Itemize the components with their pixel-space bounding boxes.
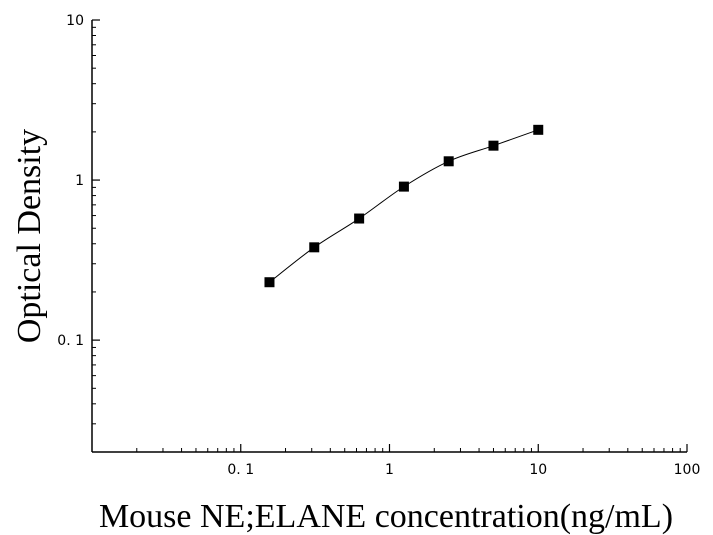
x-tick-label: 1 — [385, 462, 394, 478]
y-tick-label: 10 — [66, 13, 84, 29]
x-tick-label: 0. 1 — [227, 462, 254, 478]
data-point — [354, 213, 365, 224]
data-point — [488, 140, 499, 151]
x-tick-label: 10 — [529, 462, 547, 478]
data-points — [264, 124, 544, 288]
y-tick-label: 1 — [75, 173, 84, 189]
data-point — [309, 242, 320, 253]
y-tick-label: 0. 1 — [57, 333, 84, 349]
y-axis-title: Optical Density — [11, 129, 48, 343]
x-tick-label: 100 — [674, 462, 701, 478]
data-point — [398, 181, 409, 192]
axes — [91, 20, 687, 453]
data-point — [533, 124, 544, 135]
y-ticks: 0. 1 1 10 — [57, 13, 100, 453]
x-ticks: 0. 1 1 10 100 — [136, 444, 701, 478]
data-point — [443, 156, 454, 167]
fit-curve — [269, 129, 539, 283]
data-point — [264, 277, 275, 288]
x-axis-title: Mouse NE;ELANE concentration(ng/mL) — [99, 498, 673, 535]
